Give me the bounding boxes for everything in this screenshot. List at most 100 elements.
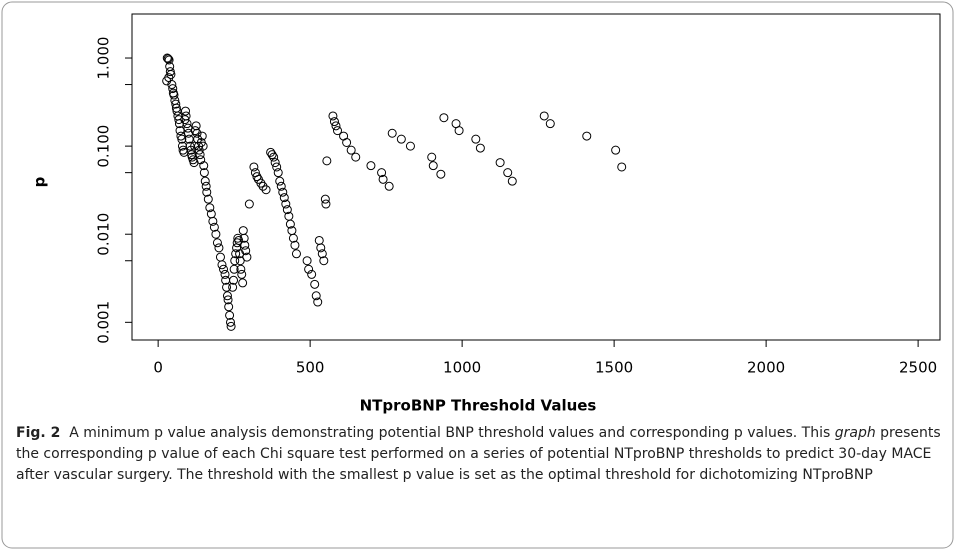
point: [242, 252, 252, 262]
point: [237, 269, 247, 279]
point: [168, 84, 178, 94]
point: [495, 158, 505, 168]
point: [235, 256, 245, 266]
point: [214, 243, 224, 253]
x-tick-label: 1000: [443, 359, 481, 377]
point: [209, 222, 219, 232]
point: [439, 113, 449, 123]
caption-italic: graph: [834, 425, 876, 441]
point: [316, 243, 326, 253]
point: [224, 302, 234, 312]
point: [228, 282, 238, 292]
point: [317, 249, 327, 259]
point: [332, 126, 342, 136]
point: [319, 256, 329, 266]
point: [229, 275, 239, 285]
point: [436, 169, 446, 179]
point: [208, 216, 218, 226]
point: [427, 152, 437, 162]
point: [377, 168, 387, 178]
point: [346, 145, 356, 155]
point: [545, 119, 555, 129]
point: [503, 168, 513, 178]
point: [302, 256, 312, 266]
caption-label: Fig. 2: [16, 425, 61, 441]
x-tick-label: 2500: [899, 359, 937, 377]
caption-text: A minimum p value analysis demonstrating…: [69, 425, 835, 441]
point: [366, 161, 376, 171]
point: [266, 147, 276, 157]
point: [196, 155, 206, 165]
point: [200, 176, 210, 186]
point: [329, 117, 339, 127]
point: [166, 70, 176, 80]
point: [234, 235, 244, 245]
point: [321, 199, 331, 209]
y-tick-label: 1.000: [95, 37, 113, 80]
point: [231, 249, 241, 259]
y-axis-label: p: [31, 176, 49, 187]
x-tick-label: 500: [296, 359, 325, 377]
point: [428, 161, 438, 171]
point: [288, 233, 298, 243]
point: [311, 291, 321, 301]
point: [162, 53, 172, 63]
point: [507, 176, 517, 186]
point: [199, 161, 209, 171]
point: [181, 106, 191, 116]
point: [270, 158, 280, 168]
point: [249, 162, 259, 172]
point: [184, 134, 194, 144]
point: [276, 181, 286, 191]
point: [219, 264, 229, 274]
point: [269, 152, 279, 162]
point: [169, 90, 179, 100]
point: [222, 282, 232, 292]
point: [226, 321, 236, 331]
point: [241, 246, 251, 256]
point: [471, 134, 481, 144]
point: [175, 126, 185, 136]
point: [582, 131, 592, 141]
point: [617, 162, 627, 172]
point: [313, 297, 323, 307]
point: [307, 269, 317, 279]
point: [267, 150, 277, 160]
point: [164, 55, 174, 65]
point: [475, 143, 485, 153]
point: [225, 317, 235, 327]
caption: Fig. 2 A minimum p value analysis demons…: [16, 423, 944, 486]
point: [405, 141, 415, 151]
point: [223, 295, 233, 305]
y-tick-label: 0.010: [95, 213, 113, 256]
point: [310, 279, 320, 289]
point: [174, 115, 184, 125]
point: [195, 150, 205, 160]
point: [342, 137, 352, 147]
point: [279, 193, 289, 203]
point: [190, 126, 200, 136]
point: [199, 168, 209, 178]
point: [611, 145, 621, 155]
point: [378, 174, 388, 184]
point: [320, 194, 330, 204]
point: [202, 187, 212, 197]
point: [225, 310, 235, 320]
point: [314, 235, 324, 245]
point: [238, 278, 248, 288]
point: [244, 199, 254, 209]
x-tick-label: 1500: [595, 359, 633, 377]
x-tick-label: 2000: [747, 359, 785, 377]
point: [171, 99, 181, 109]
point: [167, 80, 177, 90]
point: [215, 252, 225, 262]
point: [261, 185, 271, 195]
point: [290, 240, 300, 250]
point: [211, 229, 221, 239]
point: [222, 291, 232, 301]
point: [201, 181, 211, 191]
point: [322, 156, 332, 166]
x-axis-label: NTproBNP Threshold Values: [360, 397, 597, 415]
point: [252, 172, 262, 182]
